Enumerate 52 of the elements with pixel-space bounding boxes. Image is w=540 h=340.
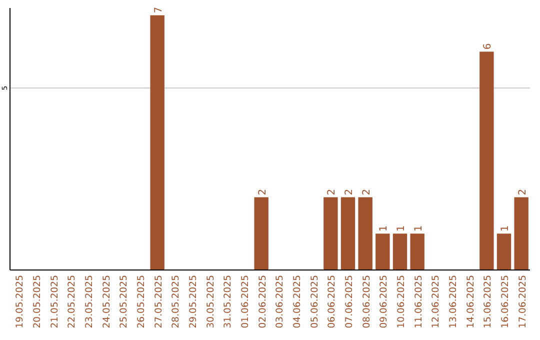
data-label: 2	[517, 188, 528, 196]
data-label: 1	[500, 225, 511, 232]
x-tick-label: 16.06.2025	[500, 274, 511, 328]
data-label: 6	[482, 43, 494, 50]
bar	[150, 15, 164, 270]
x-tick-label: 09.06.2025	[378, 274, 390, 328]
bar	[376, 234, 390, 270]
x-tick-label: 19.05.2025	[14, 274, 26, 328]
data-label: 1	[396, 225, 407, 232]
x-tick-label: 21.05.2025	[49, 274, 60, 328]
data-label: 2	[361, 188, 372, 196]
x-tick-label: 22.05.2025	[66, 274, 78, 328]
x-tick-label: 01.06.2025	[240, 274, 251, 328]
x-tick-label: 14.06.2025	[465, 274, 476, 328]
x-tick-label: 10.06.2025	[396, 274, 407, 328]
data-label: 2	[344, 188, 355, 196]
bar	[392, 234, 408, 270]
x-tick-label: 05.06.2025	[309, 274, 320, 328]
bar	[340, 197, 356, 270]
bar	[324, 197, 338, 270]
data-label: 2	[257, 188, 268, 196]
bar	[496, 234, 512, 270]
x-tick-label: 27.05.2025	[153, 274, 164, 328]
x-tick-label: 03.06.2025	[274, 274, 286, 328]
x-tick-label: 12.06.2025	[430, 274, 442, 328]
bar	[514, 197, 528, 270]
bar	[480, 52, 494, 270]
data-label: 1	[413, 225, 424, 232]
x-tick-label: 11.06.2025	[413, 274, 424, 328]
x-tick-label: 06.06.2025	[326, 274, 338, 328]
x-tick-label: 30.05.2025	[205, 274, 216, 328]
x-tick-label: 08.06.2025	[361, 274, 372, 328]
bar	[358, 197, 372, 270]
data-label: 2	[326, 188, 338, 196]
x-tick-label: 17.06.2025	[517, 274, 528, 328]
x-tick-label: 25.05.2025	[118, 274, 130, 328]
x-tick-label: 24.05.2025	[101, 274, 112, 328]
x-tick-label: 23.05.2025	[84, 274, 95, 328]
x-tick-label: 15.06.2025	[482, 274, 494, 328]
bar	[254, 197, 268, 270]
x-tick-label: 13.06.2025	[448, 274, 459, 328]
x-tick-label: 26.05.2025	[136, 274, 147, 328]
x-tick-label: 29.05.2025	[188, 274, 199, 328]
data-label: 7	[153, 6, 164, 14]
bar	[410, 234, 424, 270]
x-tick-label: 31.05.2025	[222, 274, 234, 328]
x-tick-label: 04.06.2025	[292, 274, 303, 328]
x-tick-label: 20.05.2025	[32, 274, 43, 328]
x-tick-label: 28.05.2025	[170, 274, 182, 328]
x-tick-label: 07.06.2025	[344, 274, 355, 328]
x-tick-label: 02.06.2025	[257, 274, 268, 328]
data-label: 1	[378, 225, 390, 232]
